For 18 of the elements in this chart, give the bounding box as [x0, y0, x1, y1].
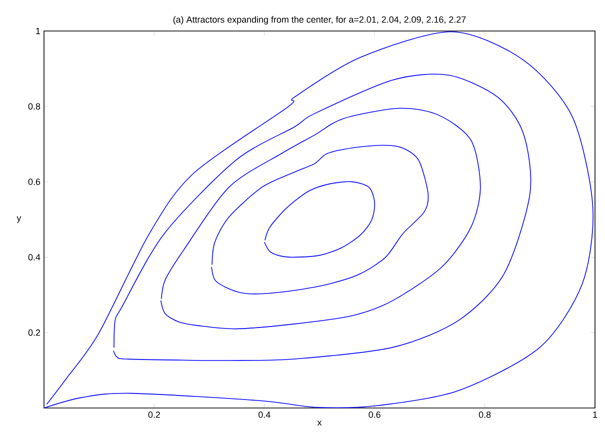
y-tick-label: 0.8	[28, 103, 40, 110]
y-axis-title: y	[16, 216, 22, 223]
line-series	[160, 108, 481, 330]
line-series	[264, 181, 376, 258]
y-tick-label: 0.4	[28, 254, 40, 260]
x-tick-label: 1	[593, 412, 598, 418]
line-series	[44, 31, 594, 408]
x-tick-label: 0.6	[368, 412, 380, 418]
x-tick-label: 0.2	[148, 412, 160, 418]
chart-title: (a) Attractors expanding from the center, for a=2.01, 2.04, 2.09, 2.16, 2.27	[173, 16, 466, 24]
y-tick-label: 0.6	[28, 178, 40, 185]
y-tick-label: 1	[36, 28, 40, 34]
line-series	[113, 74, 532, 361]
x-tick-label: 0.8	[478, 412, 491, 418]
x-tick-label: 0.4	[258, 412, 270, 418]
y-tick-label: 0.2	[28, 329, 40, 336]
x-axis-title: x	[317, 420, 322, 426]
line-series	[211, 144, 429, 294]
